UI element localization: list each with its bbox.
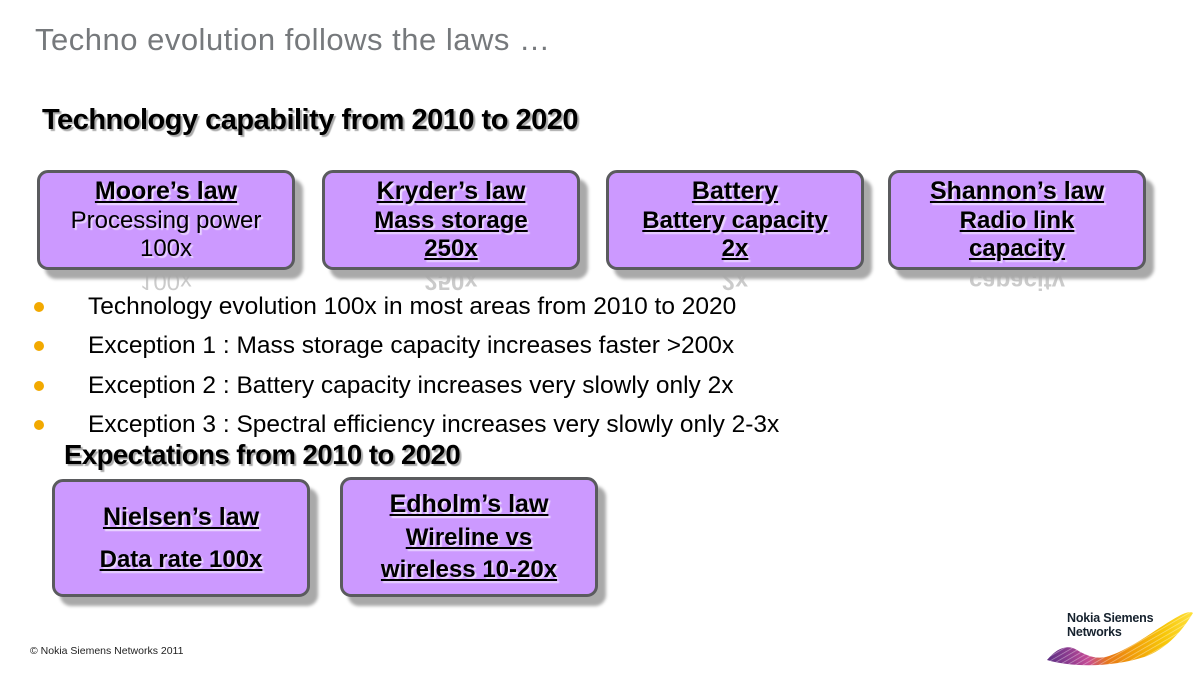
box-reflection: 100x xyxy=(139,267,193,295)
bullet-list: Technology evolution 100x in most areas … xyxy=(30,287,1150,445)
law-box-line: Processing power xyxy=(70,206,262,234)
bullet-dot-icon xyxy=(34,380,44,391)
bullet-dot-icon xyxy=(34,301,44,312)
capability-heading: Technology capability from 2010 to 2020 xyxy=(42,104,578,136)
law-box-line: Battery capacity xyxy=(642,206,828,234)
bullet-item: Technology evolution 100x in most areas … xyxy=(30,287,1150,327)
box-reflection: 250x xyxy=(424,267,478,295)
logo-text: Nokia Siemens Networks xyxy=(1067,611,1154,639)
bullet-text: Exception 1 : Mass storage capacity incr… xyxy=(88,332,735,360)
nokia-siemens-networks-logo: Nokia Siemens Networks xyxy=(1045,608,1195,670)
law-box-title: Kryder’s law xyxy=(376,177,526,206)
law-box-line: Radio link xyxy=(959,206,1075,234)
law-box-line: 2x xyxy=(721,235,749,263)
law-box-title: Nielsen’s law xyxy=(102,503,260,532)
logo-text-line1: Nokia Siemens xyxy=(1067,611,1154,625)
law-box-kryders-law: Kryder’s law Mass storage 250x xyxy=(322,170,580,270)
law-box-shannons-law: Shannon’s law Radio link capacity xyxy=(888,170,1146,270)
bullet-item: Exception 2 : Battery capacity increases… xyxy=(30,366,1150,406)
law-box-line: capacity xyxy=(968,235,1066,263)
bullet-item: Exception 1 : Mass storage capacity incr… xyxy=(30,327,1150,367)
copyright-text: © Nokia Siemens Networks 2011 xyxy=(30,645,184,657)
slide-title: Techno evolution follows the laws … xyxy=(35,22,551,57)
law-box-nielsens-law: Nielsen’s law Data rate 100x xyxy=(52,479,310,597)
bullet-text: Exception 2 : Battery capacity increases… xyxy=(88,371,734,399)
logo-swoosh-icon xyxy=(1047,612,1193,666)
bullet-item: Exception 3 : Spectral efficiency increa… xyxy=(30,406,1150,446)
bullet-dot-icon xyxy=(34,420,44,431)
law-box-title: Shannon’s law xyxy=(929,177,1105,206)
box-reflection: capacity xyxy=(968,267,1066,295)
law-box-line: 100x xyxy=(139,235,193,263)
law-box-title: Moore’s law xyxy=(94,177,238,206)
law-box-line: Wireline vs xyxy=(405,523,533,551)
law-box-title: Edholm’s law xyxy=(389,490,549,519)
expectations-heading: Expectations from 2010 to 2020 xyxy=(64,439,461,470)
bullet-dot-icon xyxy=(34,341,44,352)
bullet-text: Exception 3 : Spectral efficiency increa… xyxy=(88,411,780,439)
law-box-line: 250x xyxy=(424,235,478,263)
law-box-line: Data rate 100x xyxy=(99,545,263,573)
law-box-line: wireless 10-20x xyxy=(380,556,558,584)
law-box-battery: Battery Battery capacity 2x xyxy=(606,170,864,270)
logo-text-line2: Networks xyxy=(1067,624,1122,639)
law-box-title: Battery xyxy=(691,177,779,206)
box-reflection: 2x xyxy=(721,267,749,295)
law-box-edholms-law: Edholm’s law Wireline vs wireless 10-20x xyxy=(340,477,598,597)
law-box-line: Mass storage xyxy=(374,206,528,234)
law-box-moores-law: Moore’s law Processing power 100x xyxy=(37,170,295,270)
bullet-text: Technology evolution 100x in most areas … xyxy=(88,292,737,320)
